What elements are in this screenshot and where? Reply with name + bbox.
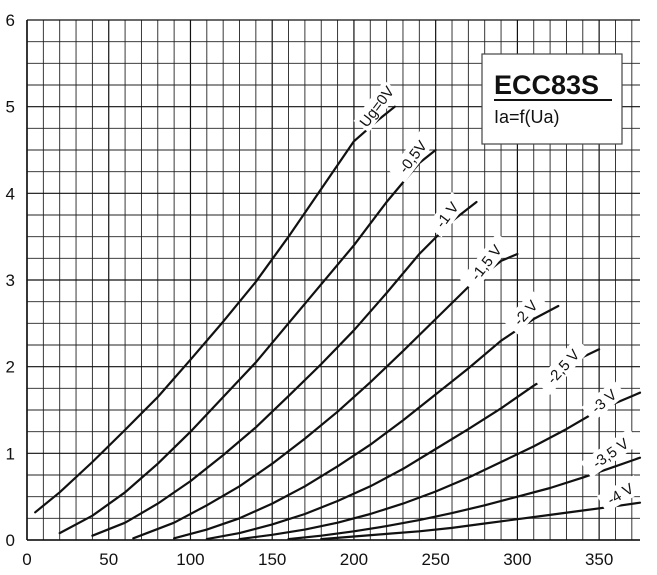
y-tick-label: 1: [6, 444, 15, 463]
curve-label-bg: [426, 192, 468, 238]
curve-label-bg: [389, 130, 436, 183]
curve-label-group: -2 V: [503, 290, 547, 335]
curve-label-group: -1,5 V: [460, 233, 512, 292]
curve-label-bg: [580, 428, 641, 478]
axes: [26, 20, 640, 541]
chart-title: ECC83S: [494, 70, 599, 100]
x-tick-label: 50: [99, 550, 118, 569]
title-box: ECC83S Ia=f(Ua): [481, 53, 623, 145]
series-line: [132, 252, 519, 540]
curve-label-group: -4 V: [597, 474, 644, 513]
y-tick-label: 5: [6, 98, 15, 117]
series-line: [173, 304, 560, 540]
x-tick-label: 200: [340, 550, 368, 569]
x-tick-label: 0: [22, 550, 31, 569]
curve-label-bg: [353, 80, 400, 133]
curve-label-bg: [597, 474, 644, 513]
series-line: [320, 501, 642, 541]
y-tick-label: 3: [6, 271, 15, 290]
x-tick-label: 300: [503, 550, 531, 569]
curve-labels: Ug=0V-0,5V-1 V-1,5 V-2 V-2,5 V-3 V-3,5 V…: [353, 80, 644, 513]
series-line: [58, 148, 437, 535]
series-line: [34, 105, 396, 514]
y-tick-label: 0: [6, 531, 15, 550]
chart-subtitle: Ia=f(Ua): [494, 107, 560, 127]
series-line: [238, 391, 642, 541]
curves: [34, 105, 642, 541]
curve-label-bg: [581, 380, 627, 422]
x-tick-label: 250: [421, 550, 449, 569]
y-tick-label: 2: [6, 358, 15, 377]
x-tick-label: 100: [176, 550, 204, 569]
series-line: [287, 456, 642, 541]
y-tick-label: 4: [6, 184, 15, 203]
tick-labels: 0 50 100 150 200 250 300 350 0 1 2 3 4 5 6: [6, 11, 614, 569]
curve-label-bg: [535, 337, 590, 395]
curve-label-bg: [460, 233, 512, 292]
series-line: [205, 348, 601, 541]
curve-label-bg: [503, 290, 547, 335]
y-tick-label: 6: [6, 11, 15, 30]
series-line: [91, 200, 478, 537]
x-tick-label: 350: [585, 550, 613, 569]
x-tick-label: 150: [258, 550, 286, 569]
